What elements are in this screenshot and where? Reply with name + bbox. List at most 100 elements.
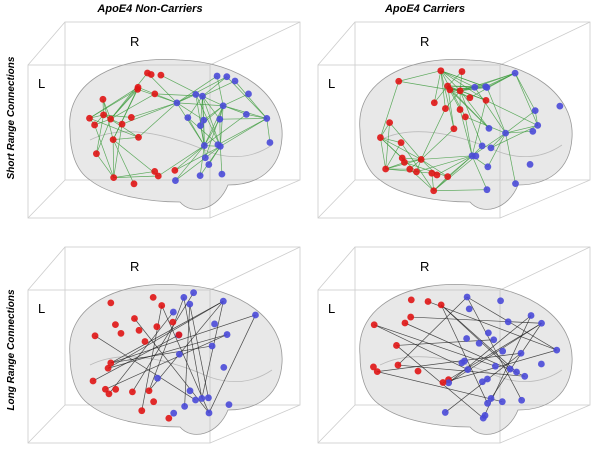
node [395,78,402,85]
node [437,67,444,74]
node [484,84,491,91]
node [438,301,445,308]
node [464,366,471,373]
node [158,72,165,79]
node [173,99,180,106]
node [142,338,149,345]
box-edge [500,22,590,65]
box-edge [210,22,300,65]
node [425,298,432,305]
row-label: Long Range Connections [6,289,17,411]
node [169,319,176,326]
node [93,150,100,157]
page: {"columns": ["ApoE4 Non-Carriers", "ApoE… [0,0,614,464]
node [488,144,495,151]
box-edge [28,405,65,443]
node [529,128,536,135]
node [134,86,141,93]
column-title: ApoE4 Carriers [384,3,465,15]
node [486,125,493,132]
node [151,90,158,97]
node [86,115,93,122]
node [223,73,230,80]
node [131,315,138,322]
node [505,318,512,325]
node [393,342,400,349]
node [112,321,119,328]
panel: RL [28,22,300,218]
box-edge [28,22,65,65]
node [187,387,194,394]
node [371,321,378,328]
node [211,321,218,328]
node [444,83,451,90]
node [165,415,172,422]
node [192,91,199,98]
node [374,368,381,375]
node [245,91,252,98]
figure: ApoE4 Non-Carriers ApoE4 Carriers Short … [0,0,614,464]
row-label: Short Range Connections [6,56,17,179]
node [499,348,506,355]
node [131,180,138,187]
node [148,71,155,78]
node [150,398,157,405]
node [192,397,199,404]
node [202,154,209,161]
node [154,375,161,382]
node [135,134,142,141]
node [382,166,389,173]
panel: RL [318,247,590,443]
node [215,141,222,148]
node [431,99,438,106]
node [513,369,520,376]
node [110,174,117,181]
node [136,327,143,334]
axis-letter: L [38,301,45,316]
axis-letter: L [328,76,335,91]
node [197,172,204,179]
node [399,155,406,162]
node [220,102,227,109]
brain [360,59,572,209]
node [430,187,437,194]
node [201,142,208,149]
node [527,161,534,168]
node [184,114,191,121]
node [518,350,525,357]
node [107,299,114,306]
node [119,121,126,128]
node [484,163,491,170]
node [226,401,233,408]
node [459,68,466,75]
node [502,130,509,137]
node [440,379,447,386]
node [172,177,179,184]
node [155,173,162,180]
node [521,373,528,380]
node [395,362,402,369]
node [243,111,250,118]
node [220,364,227,371]
node [153,323,160,330]
axis-letter: R [130,34,139,49]
node [190,289,197,296]
node [466,305,473,312]
node [267,139,274,146]
node [220,298,227,305]
node [408,296,415,303]
node [90,378,97,385]
node [112,386,119,393]
node [556,103,563,110]
node [200,117,207,124]
node [444,173,451,180]
node [463,335,470,342]
node [466,94,473,101]
node [398,139,405,146]
node [176,351,183,358]
node [428,170,435,177]
node [483,97,490,104]
node [180,294,187,301]
node [100,111,107,118]
node [100,96,107,103]
